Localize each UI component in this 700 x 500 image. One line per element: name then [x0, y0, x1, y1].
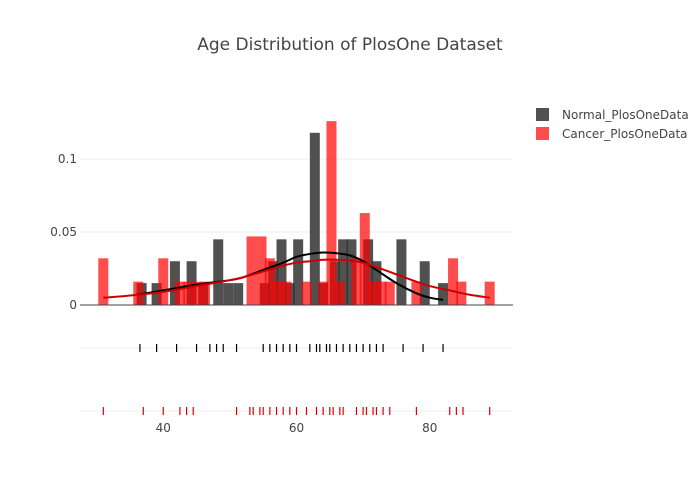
histogram-bar-normal [151, 283, 162, 305]
histogram-bar-cancer [351, 258, 362, 305]
histogram-bar-normal [309, 132, 320, 305]
histogram-bars [98, 121, 495, 305]
histogram-bar-cancer [191, 281, 202, 305]
histogram-bar-normal [419, 261, 430, 305]
y-tick-label: 0 [69, 298, 77, 312]
histogram-bar-cancer [281, 281, 292, 305]
y-tick-label: 0.05 [50, 225, 77, 239]
legend-label-normal: Normal_PlosOneData [562, 108, 689, 122]
legend-item-normal[interactable]: Normal_PlosOneData [536, 108, 689, 122]
x-axis-ticks: 40 60 80 [156, 421, 438, 435]
histogram-bar-cancer [376, 281, 387, 305]
histogram-bar-normal [276, 239, 287, 305]
histogram-bar-cancer [448, 258, 459, 305]
histogram-bar-cancer [158, 258, 169, 305]
histogram-bar-normal [223, 283, 234, 305]
chart-title: Age Distribution of PlosOne Dataset [197, 35, 503, 55]
histogram-bar-cancer [174, 281, 185, 305]
y-tick-label: 0.1 [58, 152, 77, 166]
histogram-bar-cancer [199, 281, 210, 305]
histogram-bar-cancer [359, 213, 370, 305]
histogram-bar-cancer [133, 281, 144, 305]
density-curves [103, 251, 490, 301]
histogram-bar-normal [213, 239, 224, 305]
x-tick-label: 80 [422, 421, 437, 435]
legend-label-cancer: Cancer_PlosOneData [562, 127, 688, 141]
x-tick-label: 40 [156, 421, 171, 435]
histogram-bar-normal [396, 239, 407, 305]
histogram-bar-cancer [183, 281, 194, 305]
density-curve-cancer [103, 258, 490, 299]
y-gridlines [80, 158, 513, 233]
histogram-bar-normal [233, 283, 244, 305]
rug-plots [80, 344, 513, 415]
y-axis-ticks: 0 0.05 0.1 [50, 152, 77, 312]
histogram-bar-cancer [484, 281, 495, 305]
legend-item-cancer[interactable]: Cancer_PlosOneData [536, 127, 688, 141]
histogram-bar-cancer [326, 121, 337, 305]
histogram-bar-cancer [318, 281, 329, 305]
histogram-bar-normal [338, 239, 349, 305]
histogram-bar-cancer [368, 281, 379, 305]
histogram-bar-cancer [301, 281, 312, 305]
histogram-bar-cancer [264, 258, 275, 305]
histogram-bar-cancer [384, 281, 395, 305]
legend-swatch-cancer [536, 127, 549, 140]
histogram-bar-cancer [273, 281, 284, 305]
histogram-bar-cancer [98, 258, 109, 305]
histogram-bar-normal [293, 239, 304, 305]
histogram-bar-cancer [246, 236, 257, 305]
legend-swatch-normal [536, 108, 549, 121]
legend: Normal_PlosOneData Cancer_PlosOneData [536, 108, 689, 141]
histogram-bar-normal [438, 283, 449, 305]
histogram-bar-cancer [334, 281, 345, 305]
x-tick-label: 60 [289, 421, 304, 435]
